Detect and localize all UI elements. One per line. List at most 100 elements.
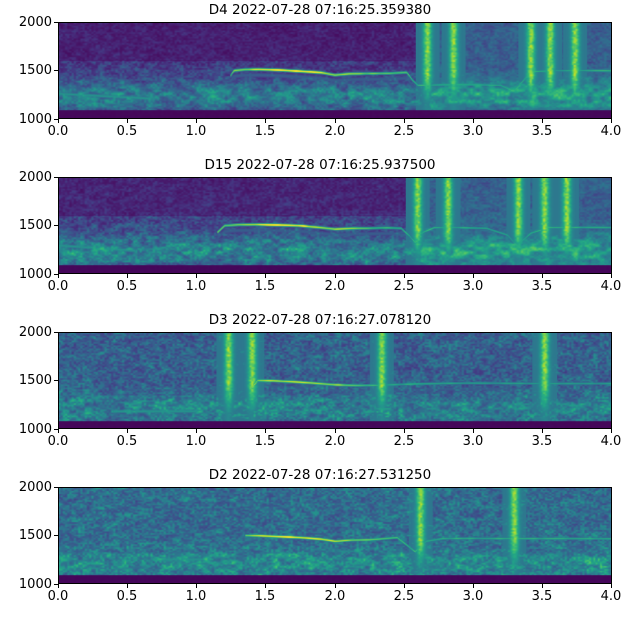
x-tick-label: 3.5 [531,589,553,604]
x-tick-mark [58,119,59,123]
y-tick-label: 2000 [18,15,52,30]
spectrogram-axes-3 [58,332,612,429]
x-tick-mark [265,119,266,123]
y-tick-label: 1500 [18,218,52,233]
x-tick-label: 2.0 [324,279,346,294]
x-tick-mark [404,429,405,433]
x-tick-mark [196,429,197,433]
x-tick-label: 4.0 [600,124,622,139]
y-tick-label: 1000 [18,112,52,127]
x-tick-label: 0.0 [47,589,69,604]
y-tick-mark [54,177,59,178]
x-tick-mark [611,119,612,123]
x-tick-label: 3.5 [531,124,553,139]
spectrogram-image-2 [59,178,611,273]
y-tick-mark [54,332,59,333]
x-tick-mark [127,584,128,588]
x-tick-mark [196,584,197,588]
spectrogram-image-4 [59,488,611,583]
x-tick-mark [404,119,405,123]
x-tick-mark [473,119,474,123]
x-tick-mark [473,429,474,433]
x-tick-mark [335,274,336,278]
x-tick-mark [196,274,197,278]
panel-title-2: D15 2022-07-28 07:16:25.937500 [204,157,436,173]
spectrogram-image-1 [59,23,611,118]
x-tick-label: 2.5 [393,434,415,449]
x-tick-mark [542,119,543,123]
x-tick-label: 2.0 [324,589,346,604]
x-tick-mark [473,584,474,588]
y-tick-mark [54,584,59,585]
x-tick-label: 2.5 [393,589,415,604]
y-tick-label: 2000 [18,170,52,185]
y-tick-mark [54,70,59,71]
x-tick-mark [127,429,128,433]
y-tick-mark [54,119,59,120]
x-tick-mark [265,429,266,433]
x-tick-mark [335,429,336,433]
subplot-panel-1: D4 2022-07-28 07:16:25.359380 2000 1500 … [0,0,640,155]
panel-title-4: D2 2022-07-28 07:16:27.531250 [208,467,432,483]
x-tick-mark [127,274,128,278]
x-tick-label: 0.5 [116,279,138,294]
x-tick-mark [542,274,543,278]
x-tick-mark [611,429,612,433]
y-tick-mark [54,225,59,226]
x-tick-mark [58,274,59,278]
spectrogram-axes-4 [58,487,612,584]
y-tick-label: 1000 [18,577,52,592]
x-tick-label: 2.5 [393,124,415,139]
x-tick-mark [58,584,59,588]
y-tick-mark [54,274,59,275]
x-tick-label: 1.5 [254,589,276,604]
x-tick-mark [473,274,474,278]
x-tick-mark [542,429,543,433]
x-tick-mark [265,274,266,278]
x-tick-mark [335,119,336,123]
x-tick-label: 1.0 [185,434,207,449]
y-tick-mark [54,380,59,381]
y-tick-mark [54,429,59,430]
x-tick-label: 1.0 [185,124,207,139]
x-tick-label: 0.5 [116,434,138,449]
spectrogram-axes-1 [58,22,612,119]
x-tick-mark [335,584,336,588]
x-tick-mark [196,119,197,123]
x-tick-label: 3.0 [462,589,484,604]
x-tick-mark [611,584,612,588]
x-tick-label: 2.0 [324,434,346,449]
x-tick-label: 3.0 [462,434,484,449]
y-tick-label: 2000 [18,325,52,340]
y-tick-mark [54,22,59,23]
x-tick-label: 3.5 [531,434,553,449]
x-tick-label: 1.5 [254,279,276,294]
panel-title-1: D4 2022-07-28 07:16:25.359380 [208,2,432,18]
x-tick-mark [265,584,266,588]
y-tick-label: 1000 [18,422,52,437]
y-tick-label: 1500 [18,373,52,388]
panel-title-3: D3 2022-07-28 07:16:27.078120 [208,312,432,328]
x-tick-label: 4.0 [600,279,622,294]
x-tick-label: 1.5 [254,124,276,139]
x-tick-label: 3.0 [462,279,484,294]
spectrogram-image-3 [59,333,611,428]
x-tick-mark [542,584,543,588]
x-tick-label: 4.0 [600,434,622,449]
x-tick-label: 2.0 [324,124,346,139]
x-tick-mark [58,429,59,433]
x-tick-label: 0.5 [116,589,138,604]
x-tick-mark [404,274,405,278]
x-tick-mark [611,274,612,278]
y-tick-label: 2000 [18,480,52,495]
y-tick-mark [54,535,59,536]
y-tick-label: 1500 [18,528,52,543]
x-tick-label: 0.0 [47,124,69,139]
x-tick-label: 3.0 [462,124,484,139]
x-tick-label: 0.0 [47,434,69,449]
subplot-panel-3: D3 2022-07-28 07:16:27.078120 2000 1500 … [0,310,640,465]
x-tick-label: 0.0 [47,279,69,294]
subplot-panel-4: D2 2022-07-28 07:16:27.531250 2000 1500 … [0,465,640,620]
x-tick-mark [404,584,405,588]
